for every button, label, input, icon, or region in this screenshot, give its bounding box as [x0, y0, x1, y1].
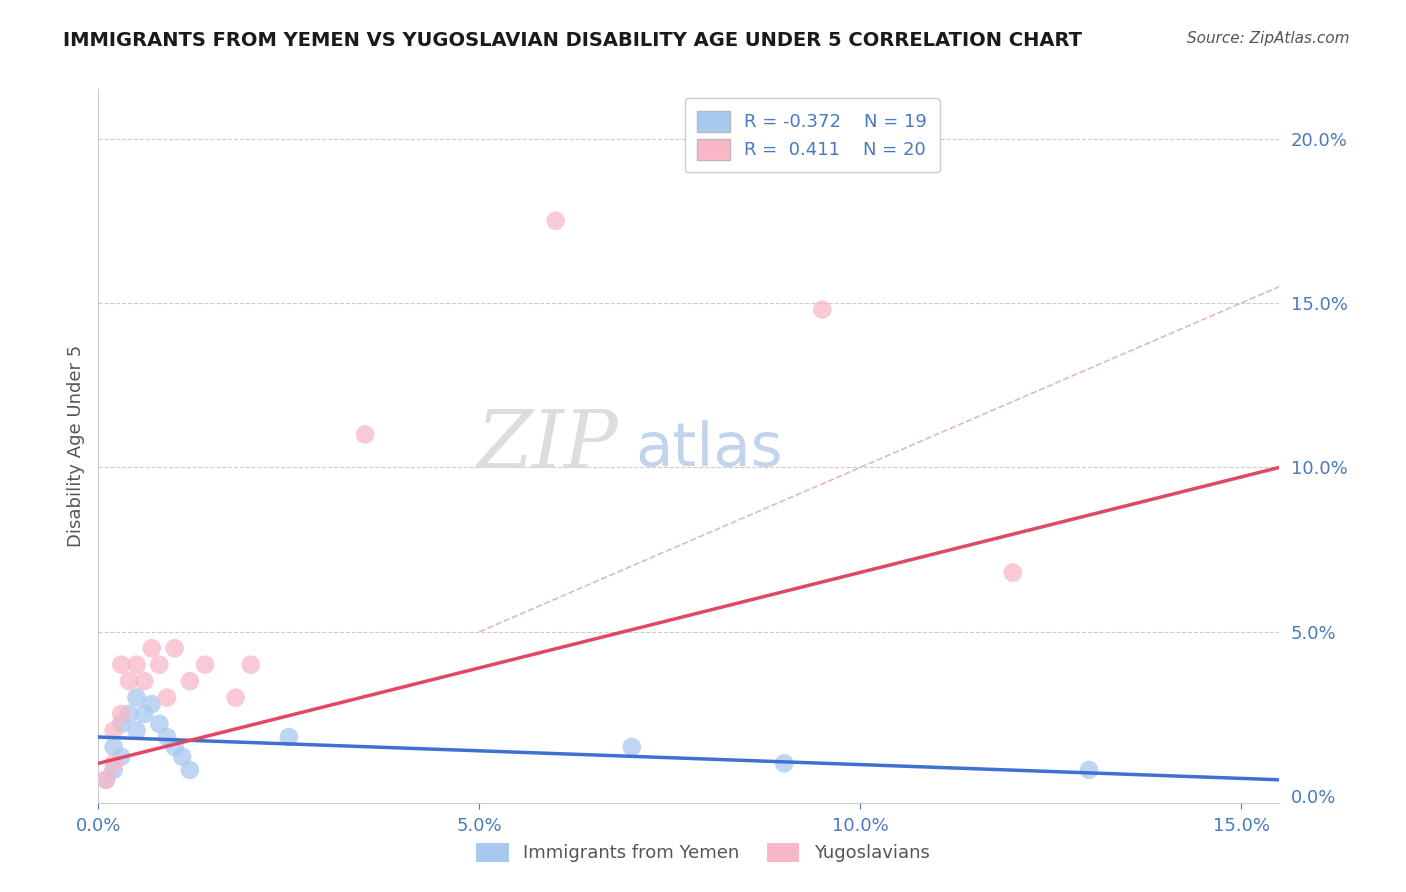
Point	[110, 749, 132, 764]
Point	[118, 674, 141, 689]
Point	[172, 749, 194, 764]
Point	[156, 690, 179, 705]
Point	[773, 756, 796, 771]
Point	[94, 772, 117, 787]
Point	[141, 697, 163, 711]
Point	[620, 739, 643, 754]
Point	[141, 641, 163, 656]
Point	[354, 427, 377, 442]
Point	[103, 723, 125, 738]
Point	[239, 657, 262, 672]
Legend: Immigrants from Yemen, Yugoslavians: Immigrants from Yemen, Yugoslavians	[470, 836, 936, 870]
Point	[1001, 566, 1024, 580]
Point	[118, 706, 141, 721]
Y-axis label: Disability Age Under 5: Disability Age Under 5	[66, 345, 84, 547]
Point	[179, 763, 201, 777]
Point	[148, 657, 170, 672]
Text: Source: ZipAtlas.com: Source: ZipAtlas.com	[1187, 31, 1350, 46]
Point	[179, 674, 201, 689]
Point	[811, 302, 834, 317]
Point	[125, 723, 148, 738]
Text: ZIP: ZIP	[477, 408, 619, 484]
Point	[134, 706, 156, 721]
Point	[134, 674, 156, 689]
Point	[194, 657, 217, 672]
Point	[156, 730, 179, 744]
Point	[110, 706, 132, 721]
Point	[94, 772, 117, 787]
Text: IMMIGRANTS FROM YEMEN VS YUGOSLAVIAN DISABILITY AGE UNDER 5 CORRELATION CHART: IMMIGRANTS FROM YEMEN VS YUGOSLAVIAN DIS…	[63, 31, 1083, 50]
Point	[225, 690, 247, 705]
Point	[125, 690, 148, 705]
Legend: R = -0.372    N = 19, R =  0.411    N = 20: R = -0.372 N = 19, R = 0.411 N = 20	[685, 98, 939, 172]
Point	[277, 730, 299, 744]
Point	[163, 739, 186, 754]
Point	[103, 739, 125, 754]
Point	[148, 717, 170, 731]
Point	[163, 641, 186, 656]
Point	[1078, 763, 1101, 777]
Point	[103, 763, 125, 777]
Point	[544, 213, 567, 227]
Text: atlas: atlas	[636, 420, 783, 479]
Point	[110, 657, 132, 672]
Point	[103, 756, 125, 771]
Point	[110, 717, 132, 731]
Point	[125, 657, 148, 672]
